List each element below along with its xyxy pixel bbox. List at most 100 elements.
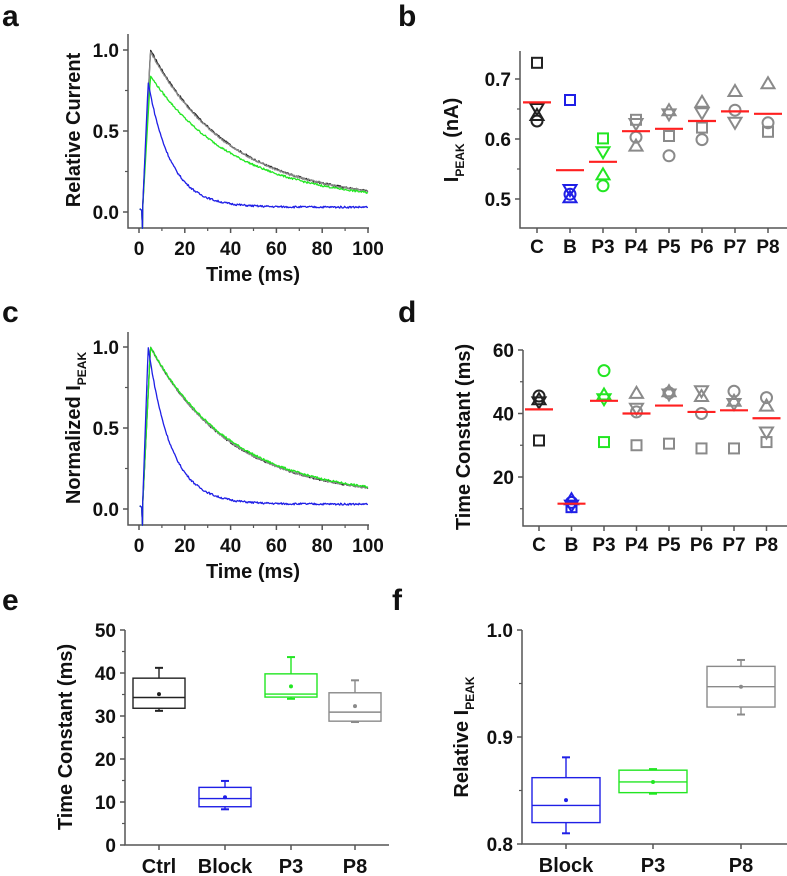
- y-axis-title-c: Normalized IPEAK: [63, 352, 89, 505]
- x-tick-label-p3: P3: [592, 535, 615, 556]
- y-axis-title-c-sub: PEAK: [75, 352, 89, 386]
- trace-p3: [139, 75, 369, 229]
- x-tick-label-p3: P3: [641, 855, 665, 876]
- data-point-p6: [693, 93, 711, 108]
- y-axis-title-b-main: I: [441, 177, 463, 183]
- y-tick-label: 1.0: [487, 621, 513, 642]
- x-tick-label-p6: P6: [690, 535, 713, 556]
- y-tick-label: 0.6: [485, 130, 511, 151]
- x-tick-label-b: B: [565, 535, 579, 556]
- data-point-c: [530, 391, 548, 406]
- mean-point-p8: [353, 704, 357, 709]
- data-point-c: [531, 56, 543, 69]
- data-point-p8: [762, 125, 774, 138]
- data-point-p4: [628, 384, 645, 399]
- x-tick-label: 80: [312, 536, 333, 557]
- y-tick-label: 0.9: [487, 728, 513, 749]
- data-point-p4: [630, 439, 643, 452]
- panel-d: d Time Constant (ms) 20 40 60 C B P3 P4 P5 P6 P7 P…: [398, 296, 787, 556]
- y-axis-title-f: Relative IPEAK: [451, 676, 477, 798]
- y-tick-label: 0.5: [93, 122, 120, 143]
- y-tick-label: 0: [105, 836, 116, 857]
- x-tick-label: 100: [352, 239, 384, 260]
- panel-letter-e: e: [2, 584, 19, 617]
- axis-lines: [124, 630, 389, 846]
- x-axis-title-c: Time (ms): [206, 561, 300, 583]
- data-point-p4: [628, 402, 645, 417]
- x-axis-title-a: Time (ms): [206, 264, 300, 286]
- data-point-p7: [725, 392, 743, 407]
- data-point-p8: [761, 116, 775, 130]
- trace-block: [139, 82, 369, 229]
- x-tick-label-p7: P7: [722, 535, 745, 556]
- x-tick-label-p8: P8: [756, 237, 779, 258]
- data-point-c: [532, 389, 546, 403]
- y-axis-title-b: IPEAK (nA): [441, 98, 467, 182]
- trace-block: [139, 347, 369, 526]
- x-tick-label: 20: [174, 536, 195, 557]
- plot-area-d: 20 40 60 C B P3 P4 P5 P6 P7 P8: [493, 341, 787, 556]
- data-point-p6: [696, 121, 708, 134]
- data-point-p7: [725, 397, 743, 412]
- y-axis-title-e: Time Constant (ms): [55, 644, 77, 830]
- x-tick-label-p8: P8: [343, 856, 367, 876]
- y-tick-label: 0.5: [93, 419, 120, 440]
- y-tick-label: 30: [95, 707, 116, 728]
- trace-ctrl: [139, 49, 369, 229]
- x-tick-label-b: B: [563, 237, 577, 258]
- data-point-p3: [598, 436, 610, 449]
- data-point-p7: [726, 83, 744, 97]
- data-point-p4: [630, 405, 643, 419]
- data-point-c: [528, 107, 546, 121]
- y-axis-title-a: Relative Current: [63, 52, 85, 207]
- data-point-b: [563, 187, 577, 201]
- data-point-c: [528, 103, 546, 117]
- x-tick-label-ctrl: Ctrl: [142, 856, 176, 876]
- x-tick-label: 0: [134, 239, 145, 260]
- y-tick-label: 50: [95, 621, 116, 642]
- data-point-p5: [663, 437, 675, 450]
- panel-f: f Relative IPEAK 0.8 0.9 1.0 Block P3 P8: [392, 584, 787, 876]
- mean-point-p3: [651, 779, 655, 784]
- panel-a: a Relative Current Time (ms) 0.0 0.5 1.0 0 2…: [2, 0, 384, 286]
- panel-letter-b: b: [398, 0, 416, 33]
- x-tick-label: 60: [266, 536, 287, 557]
- data-point-p5: [663, 130, 675, 142]
- panel-letter-a: a: [2, 0, 19, 33]
- x-tick-label-block: Block: [198, 856, 253, 876]
- y-tick-label: 0.5: [485, 190, 512, 211]
- data-point-b: [564, 94, 576, 106]
- data-point-c: [530, 396, 548, 411]
- data-point-p8: [758, 426, 775, 441]
- y-tick-label: 1.0: [93, 41, 119, 62]
- y-tick-label: 0.7: [485, 70, 511, 91]
- axis-lines: [127, 34, 369, 229]
- x-tick-label-p7: P7: [723, 237, 746, 258]
- y-tick-label: 10: [95, 793, 116, 814]
- plot-area-e: 0 10 20 30 40 50 Ctrl Block P3 P8: [95, 621, 389, 876]
- data-point-p8: [760, 436, 773, 449]
- x-tick-label: 0: [134, 536, 145, 557]
- trace-ctrl: [139, 346, 369, 526]
- data-point-p8: [760, 391, 773, 405]
- y-tick-label: 1.0: [93, 338, 119, 359]
- x-tick-label-p4: P4: [625, 535, 649, 556]
- data-point-b: [561, 189, 579, 204]
- mean-point-block: [564, 798, 568, 803]
- data-point-p6: [695, 442, 708, 455]
- data-point-p5: [662, 149, 676, 163]
- y-tick-label: 60: [493, 341, 514, 362]
- trace-p8: [139, 346, 369, 526]
- panel-letter-d: d: [398, 296, 416, 329]
- data-point-p7: [728, 103, 742, 117]
- data-point-b: [563, 499, 580, 514]
- plot-area-b: 0.5 0.6 0.7 C B P3 P4 P5 P6 P7 P8: [485, 51, 787, 258]
- x-tick-label-p5: P5: [657, 535, 681, 556]
- data-point-p6: [693, 388, 710, 403]
- mean-point-ctrl: [157, 692, 161, 697]
- axis-lines: [127, 332, 369, 526]
- y-axis-title-b-unit: (nA): [441, 98, 463, 144]
- data-point-c: [530, 114, 544, 128]
- data-point-p8: [758, 397, 775, 412]
